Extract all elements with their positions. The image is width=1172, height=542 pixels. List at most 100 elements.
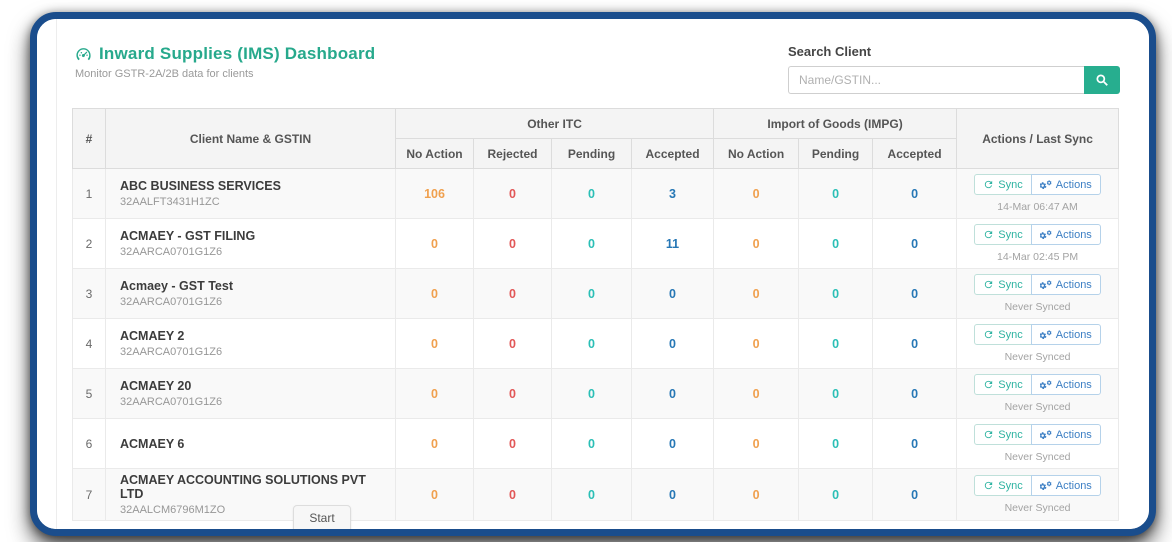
client-name: ACMAEY 2 <box>120 329 185 343</box>
cogs-icon <box>1039 279 1052 289</box>
search-icon <box>1096 74 1108 86</box>
start-button[interactable]: Start <box>293 505 351 529</box>
other-itc-no-action-value: 0 <box>395 218 474 269</box>
impg-no-action-value: 0 <box>713 418 800 469</box>
actions-button-label: Actions <box>1055 328 1092 341</box>
actions-button-label: Actions <box>1055 428 1092 441</box>
col-header-impg-no-action: No Action <box>713 138 800 169</box>
col-header-impg-accepted: Accepted <box>872 138 958 169</box>
actions-button[interactable]: Actions <box>1030 324 1101 345</box>
other-itc-pending-value: 0 <box>551 468 632 521</box>
other-itc-accepted-value: 0 <box>630 268 715 319</box>
other-itc-pending-value: 0 <box>551 318 632 369</box>
last-sync-text: 14-Mar 02:45 PM <box>996 251 1079 263</box>
client-gstin: 32AARCA0701G1Z6 <box>120 296 223 308</box>
impg-pending-value: 0 <box>798 418 874 469</box>
actions-button-label: Actions <box>1055 228 1092 241</box>
impg-no-action-value: 0 <box>713 168 800 219</box>
sync-button[interactable]: Sync <box>974 274 1032 295</box>
table-row: 1 ABC BUSINESS SERVICES 32AALFT3431H1ZC … <box>72 168 1120 219</box>
sync-button[interactable]: Sync <box>974 475 1032 496</box>
impg-no-action-value: 0 <box>713 218 800 269</box>
cogs-icon <box>1039 379 1052 389</box>
dashboard-gauge-icon <box>76 47 91 60</box>
other-itc-no-action-value: 0 <box>395 468 474 521</box>
other-itc-rejected-value: 0 <box>473 218 552 269</box>
last-sync-text: Never Synced <box>1004 502 1071 514</box>
sync-button[interactable]: Sync <box>974 374 1032 395</box>
client-name: ACMAEY - GST FILING <box>120 229 256 243</box>
cogs-icon <box>1039 229 1052 239</box>
other-itc-accepted-value: 0 <box>630 368 715 419</box>
page-title: Inward Supplies (IMS) Dashboard <box>99 44 376 63</box>
other-itc-rejected-value: 0 <box>473 468 552 521</box>
actions-button[interactable]: Actions <box>1030 374 1101 395</box>
sync-button[interactable]: Sync <box>974 174 1032 195</box>
other-itc-no-action-value: 0 <box>395 418 474 469</box>
impg-accepted-value: 0 <box>872 168 958 219</box>
sync-button-label: Sync <box>998 479 1023 492</box>
other-itc-no-action-value: 0 <box>395 368 474 419</box>
title-block: Inward Supplies (IMS) Dashboard Monitor … <box>75 44 375 80</box>
other-itc-accepted-value: 0 <box>630 318 715 369</box>
topbar: Inward Supplies (IMS) Dashboard Monitor … <box>37 19 1149 104</box>
other-itc-pending-value: 0 <box>551 218 632 269</box>
sync-icon <box>985 230 993 239</box>
col-header-oi-no-action: No Action <box>395 138 474 169</box>
other-itc-rejected-value: 0 <box>473 268 552 319</box>
row-index: 1 <box>72 168 106 219</box>
sync-button-label: Sync <box>998 278 1023 291</box>
sync-button[interactable]: Sync <box>974 424 1032 445</box>
actions-button[interactable]: Actions <box>1030 224 1101 245</box>
impg-no-action-value: 0 <box>713 368 800 419</box>
impg-no-action-value: 0 <box>713 268 800 319</box>
other-itc-pending-value: 0 <box>551 418 632 469</box>
impg-accepted-value: 0 <box>872 368 958 419</box>
impg-pending-value: 0 <box>798 218 874 269</box>
other-itc-accepted-value: 0 <box>630 468 715 521</box>
client-name: ABC BUSINESS SERVICES <box>120 179 281 193</box>
actions-cell: Sync Actions Never Synced <box>956 468 1120 521</box>
client-name: ACMAEY 6 <box>120 436 185 451</box>
last-sync-text: Never Synced <box>1004 401 1071 413</box>
actions-button[interactable]: Actions <box>1030 424 1101 445</box>
search-input[interactable] <box>788 66 1084 94</box>
cogs-icon <box>1039 329 1052 339</box>
actions-cell: Sync Actions 14-Mar 02:45 PM <box>956 218 1120 269</box>
col-header-oi-rejected: Rejected <box>473 138 552 169</box>
other-itc-rejected-value: 0 <box>473 168 552 219</box>
cogs-icon <box>1039 429 1052 439</box>
sync-button[interactable]: Sync <box>974 324 1032 345</box>
row-index: 6 <box>72 418 106 469</box>
other-itc-accepted-value: 11 <box>630 218 715 269</box>
actions-cell: Sync Actions 14-Mar 06:47 AM <box>956 168 1120 219</box>
client-cell: ABC BUSINESS SERVICES 32AALFT3431H1ZC <box>105 168 396 219</box>
actions-button[interactable]: Actions <box>1030 274 1101 295</box>
impg-accepted-value: 0 <box>872 418 958 469</box>
other-itc-pending-value: 0 <box>551 168 632 219</box>
other-itc-accepted-value: 3 <box>630 168 715 219</box>
client-cell: Acmaey - GST Test 32AARCA0701G1Z6 <box>105 268 396 319</box>
actions-cell: Sync Actions Never Synced <box>956 418 1120 469</box>
impg-pending-value: 0 <box>798 268 874 319</box>
impg-accepted-value: 0 <box>872 218 958 269</box>
page-subtitle: Monitor GSTR-2A/2B data for clients <box>75 68 254 80</box>
row-index: 2 <box>72 218 106 269</box>
other-itc-no-action-value: 0 <box>395 268 474 319</box>
row-index: 3 <box>72 268 106 319</box>
table-row: 5 ACMAEY 20 32AARCA0701G1Z6 0 0 0 0 0 0 … <box>72 368 1120 419</box>
impg-accepted-value: 0 <box>872 268 958 319</box>
sync-button-label: Sync <box>998 328 1023 341</box>
client-cell: ACMAEY 2 32AARCA0701G1Z6 <box>105 318 396 369</box>
search-button[interactable] <box>1084 66 1120 94</box>
col-header-impg-pending: Pending <box>798 138 874 169</box>
actions-button-label: Actions <box>1055 278 1092 291</box>
sync-button[interactable]: Sync <box>974 224 1032 245</box>
actions-button[interactable]: Actions <box>1030 174 1101 195</box>
other-itc-pending-value: 0 <box>551 268 632 319</box>
impg-no-action-value: 0 <box>713 318 800 369</box>
sync-icon <box>985 430 993 439</box>
actions-button[interactable]: Actions <box>1030 475 1101 496</box>
table-header: # Client Name & GSTIN Other ITC Import o… <box>72 108 1120 169</box>
